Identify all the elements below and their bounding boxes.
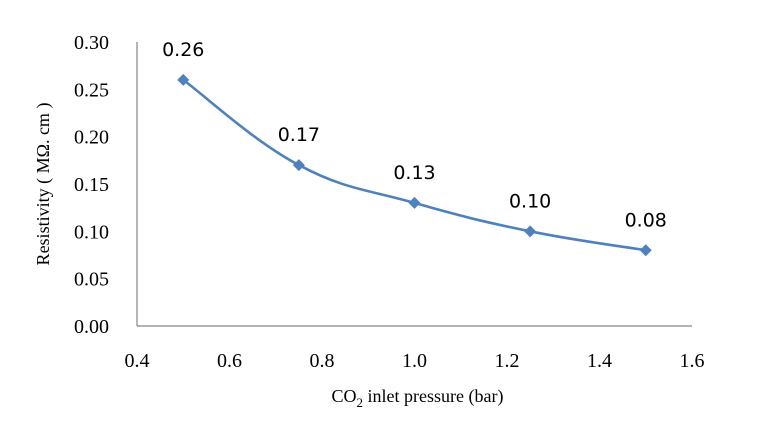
x-tick-label: 1.6 <box>680 350 705 372</box>
data-point-marker <box>639 244 652 257</box>
plot-area: 0.26 0.17 0.13 0.10 0.08 <box>162 39 667 257</box>
data-label: 0.17 <box>278 124 320 146</box>
y-tick-label: 0.05 <box>74 269 109 291</box>
data-point-marker <box>292 159 305 172</box>
x-tick-label: 1.0 <box>402 350 427 372</box>
data-point-marker <box>524 225 537 238</box>
series-line <box>182 78 646 252</box>
y-tick-label: 0.15 <box>74 174 109 196</box>
y-tick-label: 0.25 <box>74 79 109 101</box>
x-tick-label: 1.2 <box>495 350 520 372</box>
x-tick-label: 0.8 <box>310 350 335 372</box>
x-axis-title-prefix: CO <box>332 386 357 406</box>
x-axis-title: CO2 inlet pressure (bar) <box>332 386 504 410</box>
y-tick-label: 0.20 <box>74 127 109 149</box>
x-axis-title-suffix: inlet pressure (bar) <box>363 386 503 407</box>
x-tick-label: 0.4 <box>125 350 150 372</box>
data-label: 0.08 <box>625 209 667 231</box>
x-axis-title-subscript: 2 <box>357 395 364 410</box>
data-point-marker <box>408 196 421 209</box>
y-axis-ticks: 0.00 0.05 0.10 0.15 0.20 0.25 0.30 <box>74 32 109 338</box>
y-axis-title: Resistivity ( MΩ. cm ) <box>33 103 54 266</box>
x-tick-label: 1.4 <box>587 350 612 372</box>
y-tick-label: 0.30 <box>74 32 109 54</box>
y-tick-label: 0.10 <box>74 221 109 243</box>
y-tick-label: 0.00 <box>74 316 109 338</box>
data-label: 0.13 <box>393 162 435 184</box>
x-tick-label: 0.6 <box>217 350 242 372</box>
data-label: 0.26 <box>162 39 204 61</box>
x-axis-ticks: 0.4 0.6 0.8 1.0 1.2 1.4 1.6 <box>125 350 705 372</box>
data-label: 0.10 <box>509 190 551 212</box>
data-point-marker <box>177 73 190 86</box>
